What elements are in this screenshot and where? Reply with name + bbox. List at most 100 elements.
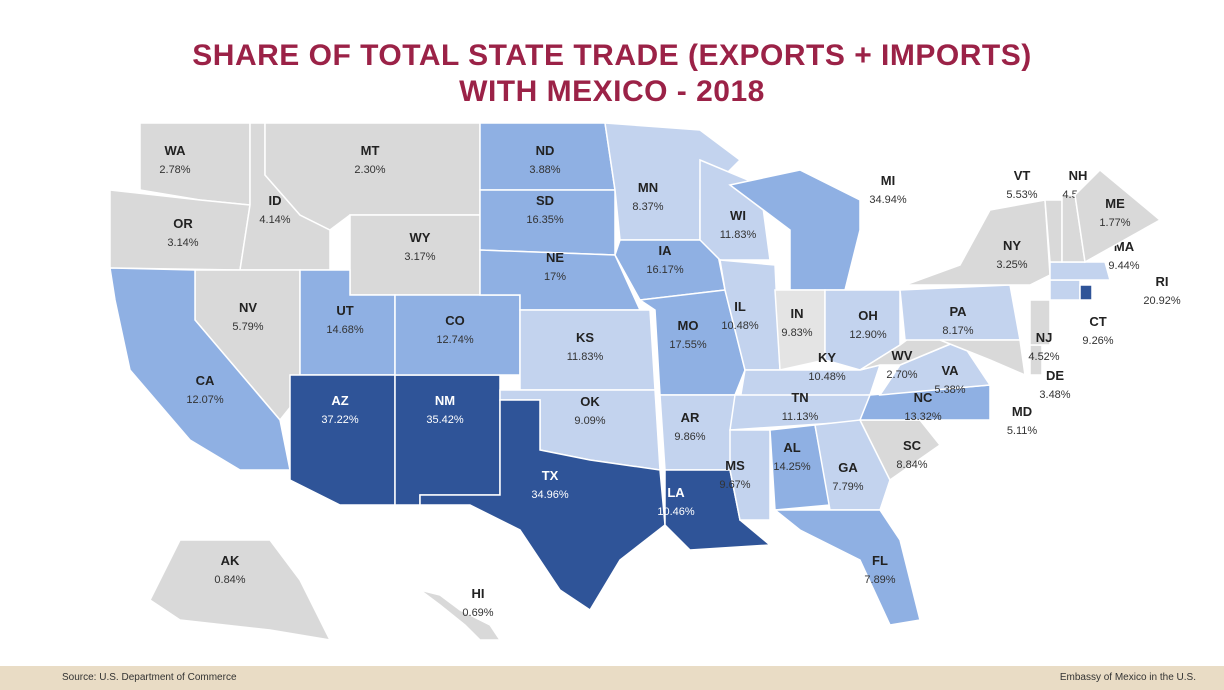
state-value: 7.89% [864, 574, 895, 586]
state-value: 0.84% [214, 574, 245, 586]
state-value: 11.13% [782, 411, 819, 423]
state-code: NE [546, 250, 564, 265]
state-value: 12.74% [436, 334, 474, 346]
state-code: ME [1105, 196, 1125, 211]
state-value: 9.83% [781, 327, 812, 339]
state-code: PA [949, 304, 967, 319]
state [1049, 261, 1111, 281]
state [109, 267, 291, 471]
state-code: UT [336, 303, 353, 318]
state-code: OR [173, 216, 193, 231]
state-code: SD [536, 193, 554, 208]
state-code: OH [858, 308, 878, 323]
state [904, 199, 1051, 286]
state-value: 5.11% [1007, 425, 1038, 437]
state-code: CO [445, 313, 465, 328]
state-value: 10.48% [721, 320, 759, 332]
state-value: 17% [544, 271, 566, 283]
state [519, 309, 656, 391]
state-value: 17.55% [669, 339, 707, 351]
credit: Embassy of Mexico in the U.S. [1059, 672, 1196, 683]
state [419, 589, 502, 641]
state-value: 11.83% [720, 229, 757, 241]
state-value: 5.53% [1006, 189, 1037, 201]
state-code: IN [791, 306, 804, 321]
state-value: 8.17% [942, 325, 973, 337]
state-value: 34.96% [531, 489, 569, 501]
state [149, 539, 332, 641]
state-code: NC [914, 390, 933, 405]
state-code: AL [783, 440, 800, 455]
state-value: 9.26% [1082, 335, 1113, 347]
state-value: 3.17% [404, 251, 435, 263]
state-code: GA [838, 460, 858, 475]
state-code: CA [196, 373, 215, 388]
state-code: TX [542, 468, 559, 483]
state-value: 9.86% [674, 431, 705, 443]
state-value: 4.52% [1028, 351, 1059, 363]
state-value: 9.09% [574, 415, 605, 427]
state [1029, 299, 1051, 346]
state-code: ND [536, 143, 555, 158]
state-code: DE [1046, 368, 1064, 383]
state-value: 8.37% [632, 201, 663, 213]
state-value: 10.46% [657, 506, 695, 518]
state-value: 37.22% [321, 414, 359, 426]
state-code: TN [791, 390, 808, 405]
state [289, 374, 396, 506]
state-code: NJ [1036, 330, 1053, 345]
state-value: 10.48% [808, 371, 846, 383]
state-value: 2.30% [354, 164, 385, 176]
state-code: WV [892, 348, 913, 363]
state-value: 3.48% [1039, 389, 1070, 401]
state-value: 16.35% [526, 214, 564, 226]
state-code: NH [1069, 168, 1088, 183]
state-value: 7.79% [832, 481, 863, 493]
state-code: IL [734, 299, 746, 314]
state-value: 8.84% [896, 459, 927, 471]
state-value: 11.83% [567, 351, 604, 363]
state-code: WY [410, 230, 431, 245]
state [772, 509, 921, 626]
state [729, 429, 771, 521]
state-code: CT [1089, 314, 1106, 329]
map-title: SHARE OF TOTAL STATE TRADE (EXPORTS + IM… [192, 39, 1032, 108]
state-value: 13.32% [904, 411, 942, 423]
state-code: RI [1156, 274, 1169, 289]
state-code: OK [580, 394, 600, 409]
state-code: NM [435, 393, 455, 408]
state-code: LA [667, 485, 685, 500]
state [419, 399, 666, 612]
state-code: NY [1003, 238, 1021, 253]
footer: Source: U.S. Department of Commerce Emba… [0, 666, 1224, 690]
state-code: AK [221, 553, 240, 568]
state-value: 34.94% [869, 194, 907, 206]
state-value: 9.44% [1108, 260, 1139, 272]
state-code: VA [941, 363, 959, 378]
state-value: 35.42% [426, 414, 464, 426]
state-code: MI [881, 173, 895, 188]
state-value: 3.88% [529, 164, 560, 176]
state-value: 14.25% [773, 461, 811, 473]
state-code: HI [472, 586, 485, 601]
state-value: 9.67% [719, 479, 750, 491]
state-value: 4.14% [259, 214, 290, 226]
state-code: KY [818, 350, 836, 365]
state-value: 2.70% [886, 369, 917, 381]
state-code: AR [681, 410, 700, 425]
source: Source: U.S. Department of Commerce [62, 672, 237, 683]
state-value: 20.92% [1143, 295, 1181, 307]
state-code: MT [361, 143, 380, 158]
state [1079, 284, 1093, 301]
state-value: 2.78% [159, 164, 190, 176]
state-code: FL [872, 553, 888, 568]
state [1074, 168, 1162, 264]
state-code: MS [725, 458, 745, 473]
state-value: 12.07% [186, 394, 224, 406]
state-code: MN [638, 180, 658, 195]
state-code: NV [239, 300, 257, 315]
state-code: WA [165, 143, 187, 158]
state-value: 3.25% [996, 259, 1027, 271]
